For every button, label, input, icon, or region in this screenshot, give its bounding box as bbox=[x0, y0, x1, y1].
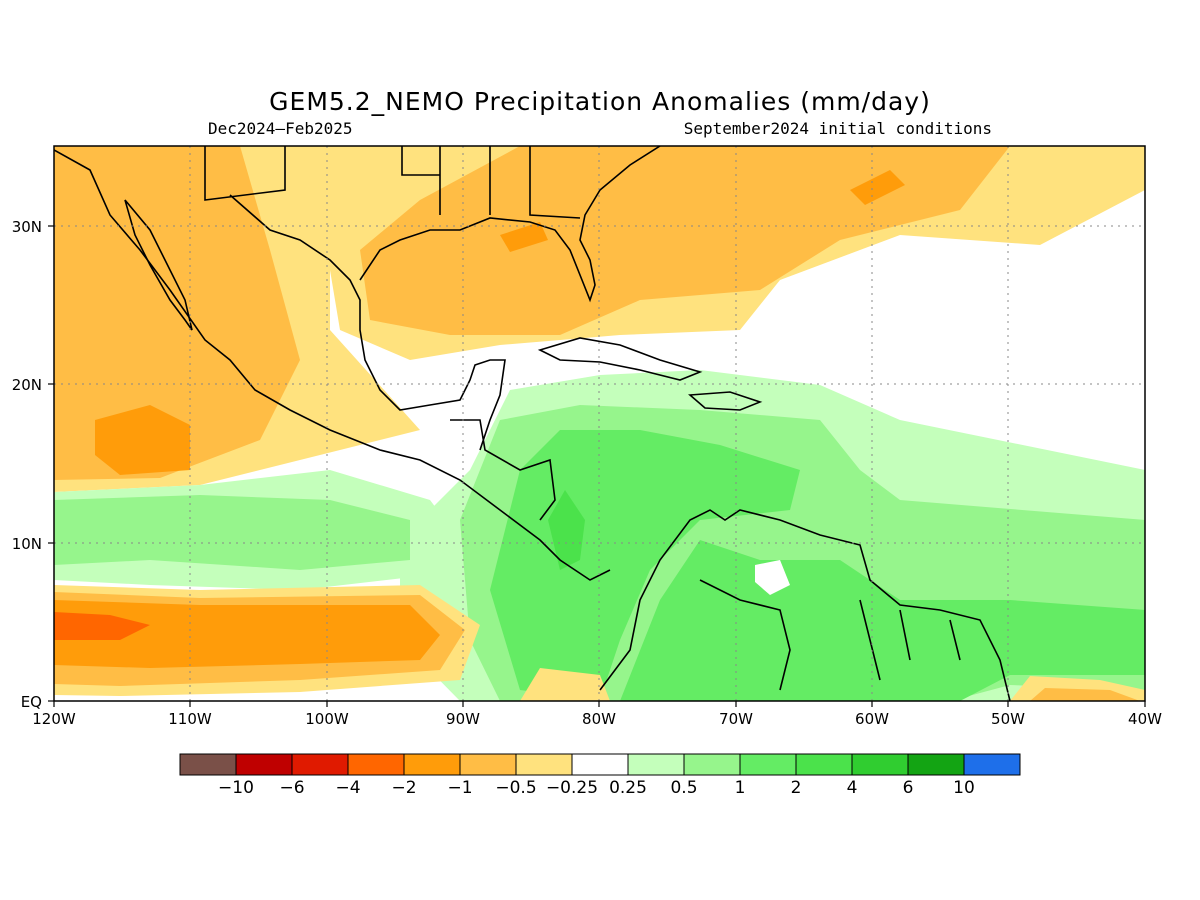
colorbar-label: 0.25 bbox=[609, 778, 647, 798]
x-tick-label: 40W bbox=[1128, 710, 1162, 728]
x-tick-label: 100W bbox=[305, 710, 349, 728]
colorbar-label: 10 bbox=[953, 778, 975, 798]
x-tick-label: 80W bbox=[582, 710, 616, 728]
colorbar-swatch bbox=[403, 753, 461, 776]
subtitle-period: Dec2024–Feb2025 bbox=[208, 119, 353, 138]
colorbar-label: −6 bbox=[279, 778, 304, 798]
colorbar-label: 0.5 bbox=[670, 778, 697, 798]
coastline-central-america-borders bbox=[450, 419, 556, 521]
anomaly-region-dry-colombia bbox=[520, 668, 610, 701]
colorbar-swatch bbox=[235, 753, 293, 776]
y-tick-label: EQ bbox=[21, 693, 42, 711]
anomaly-region-dry-gulf-inner bbox=[850, 170, 905, 205]
anomaly-region-wet-itcz-core bbox=[54, 495, 410, 570]
anomaly-region-dry-pacific-north-inner bbox=[95, 405, 190, 475]
colorbar-swatch bbox=[459, 753, 517, 776]
anomaly-region-dry-equator-inner bbox=[54, 600, 440, 668]
coastline-us-state-lines bbox=[204, 146, 581, 219]
anomaly-region-dry-brazil-coast-core bbox=[1030, 688, 1140, 701]
coastlines bbox=[54, 146, 1011, 701]
colorbar-swatch bbox=[347, 753, 405, 776]
x-tick-label: 110W bbox=[168, 710, 212, 728]
map-plot-area bbox=[53, 145, 1146, 702]
subtitle-init: September2024 initial conditions bbox=[684, 119, 992, 138]
colorbar-label: −0.25 bbox=[546, 778, 598, 798]
colorbar-label: 4 bbox=[847, 778, 858, 798]
x-axis-tick-marks bbox=[53, 701, 1146, 707]
coastline-mexico-pacific bbox=[54, 149, 611, 581]
colorbar-label: −1 bbox=[447, 778, 472, 798]
colorbar-swatch bbox=[851, 753, 909, 776]
map-gridlines bbox=[54, 146, 1145, 701]
colorbar-label: −0.5 bbox=[495, 778, 536, 798]
x-tick-label: 90W bbox=[446, 710, 480, 728]
coastline-venezuela-interior bbox=[699, 579, 961, 691]
coastline-us-gulf bbox=[359, 146, 661, 303]
x-tick-label: 120W bbox=[32, 710, 76, 728]
anomaly-region-wet-core bbox=[548, 490, 585, 570]
colorbar-swatch bbox=[907, 753, 965, 776]
y-tick-label: 20N bbox=[12, 376, 42, 394]
colorbar-label: −4 bbox=[335, 778, 360, 798]
y-axis: EQ 10N 20N 30N bbox=[12, 218, 54, 711]
anomaly-region-white-venezuela bbox=[755, 560, 790, 595]
anomaly-region-dry-gulf-inner-2 bbox=[500, 222, 548, 252]
y-tick-label: 30N bbox=[12, 218, 42, 236]
anomaly-region-dry-equator-max bbox=[54, 612, 150, 640]
colorbar-swatch bbox=[795, 753, 853, 776]
colorbar-swatch bbox=[627, 753, 685, 776]
anomaly-region-dry-gulf-core bbox=[360, 146, 1010, 335]
colorbar-swatch bbox=[963, 753, 1021, 776]
anomaly-region-dry-pacific-north-core bbox=[54, 146, 300, 480]
colorbar-swatch bbox=[683, 753, 741, 776]
anomaly-region-wet-guiana bbox=[620, 540, 1145, 701]
colorbar-label: 6 bbox=[903, 778, 914, 798]
x-tick-label: 60W bbox=[855, 710, 889, 728]
colorbar-swatch bbox=[179, 753, 237, 776]
x-tick-label: 50W bbox=[991, 710, 1025, 728]
colorbar-label: −2 bbox=[391, 778, 416, 798]
coastline-gulf bbox=[229, 194, 506, 451]
anomaly-shading bbox=[54, 146, 1145, 701]
coastline-hispaniola bbox=[688, 391, 763, 411]
colorbar-label: 1 bbox=[735, 778, 746, 798]
coastline-south-america bbox=[599, 509, 1011, 701]
x-axis: 120W 110W 100W 90W 80W 70W 60W 50W 40W bbox=[32, 701, 1162, 728]
colorbar-swatch bbox=[291, 753, 349, 776]
x-tick-label: 70W bbox=[719, 710, 753, 728]
colorbar: −10 −6 −4 −2 −1 −0.5 −0.25 0.25 0.5 1 2 4 6 10 bbox=[179, 753, 1021, 798]
colorbar-swatch bbox=[515, 753, 573, 776]
coastline-cuba bbox=[537, 337, 703, 381]
colorbar-swatch bbox=[739, 753, 797, 776]
colorbar-label: 2 bbox=[791, 778, 802, 798]
colorbar-swatch bbox=[571, 753, 629, 776]
y-tick-label: 10N bbox=[12, 535, 42, 553]
map-title: GEM5.2_NEMO Precipitation Anomalies (mm/… bbox=[269, 87, 931, 116]
y-axis-tick-marks bbox=[48, 225, 54, 702]
coastline-baja bbox=[124, 199, 193, 331]
colorbar-label: −10 bbox=[218, 778, 254, 798]
